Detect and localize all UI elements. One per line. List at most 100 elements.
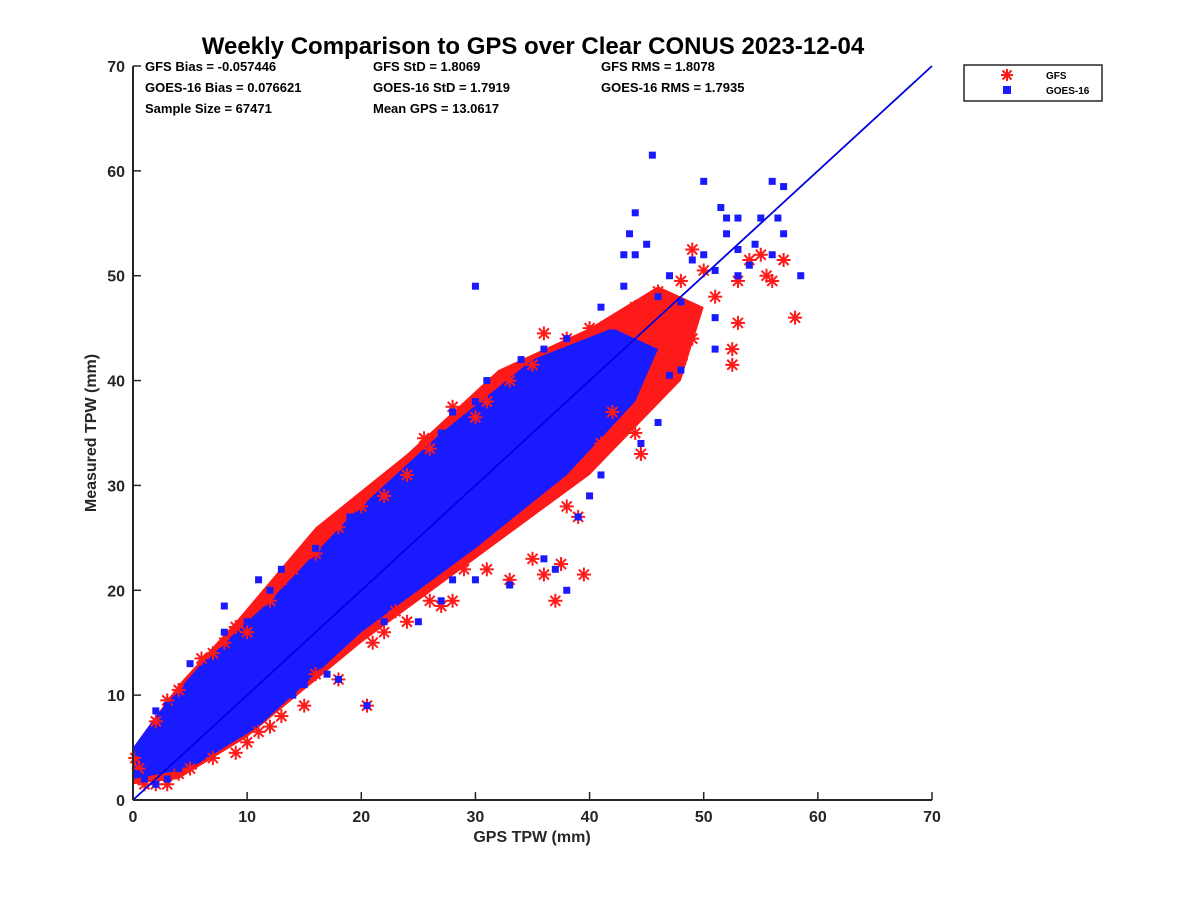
y-axis-label: Measured TPW (mm) <box>83 354 100 512</box>
stat-gfs-std: GFS StD = 1.8069 <box>373 59 480 74</box>
goes-point <box>734 272 742 280</box>
gfs-point <box>457 562 472 577</box>
goes-point <box>243 618 251 626</box>
goes-point <box>563 335 571 343</box>
gfs-point <box>274 709 289 724</box>
gfs-point <box>776 252 791 267</box>
gfs-point <box>205 646 220 661</box>
goes-point <box>631 209 639 217</box>
goes-point <box>209 744 217 752</box>
gfs-point <box>639 384 654 399</box>
goes-point <box>334 675 342 683</box>
goes-point <box>255 576 263 584</box>
gfs-point <box>673 352 688 367</box>
goes-point <box>437 597 445 605</box>
gfs-point <box>417 431 432 446</box>
goes-point <box>780 183 788 191</box>
goes-point <box>437 429 445 437</box>
gfs-point <box>148 714 163 729</box>
goes-point <box>163 775 171 783</box>
goes-point <box>369 502 377 510</box>
gfs-point <box>422 441 437 456</box>
goes-point <box>449 576 457 584</box>
gfs-point <box>285 562 300 577</box>
legend-box <box>963 64 1103 102</box>
goes-point <box>220 733 228 741</box>
goes-point <box>506 581 514 589</box>
gfs-point <box>445 593 460 608</box>
goes-point <box>677 298 685 306</box>
goes-point <box>300 681 308 689</box>
chart-title: Weekly Comparison to GPS over Clear CONU… <box>202 33 865 60</box>
gfs-point <box>593 436 608 451</box>
goes-point <box>677 366 685 374</box>
goes-point <box>768 177 776 185</box>
goes-point <box>140 775 148 783</box>
goes-point <box>163 702 171 710</box>
goes-point <box>135 749 143 757</box>
x-tick-label: 30 <box>467 809 485 826</box>
gfs-point <box>228 619 243 634</box>
gfs-point <box>708 289 723 304</box>
gfs-point <box>308 667 323 682</box>
goes-point <box>540 555 548 563</box>
gfs-point <box>730 315 745 330</box>
axis-ticks-layer: 0 10 20 30 40 50 60 70 0 10 20 30 40 50 60 70 <box>107 59 941 826</box>
legend: GFS GOES-16 <box>963 64 1103 102</box>
goes-point <box>289 691 297 699</box>
goes-point <box>626 230 634 238</box>
goes-point <box>654 293 662 301</box>
goes-point <box>186 660 194 668</box>
goes-point <box>700 177 708 185</box>
goes-point <box>334 534 342 542</box>
gfs-point <box>765 273 780 288</box>
gfs-point <box>536 567 551 582</box>
goes-point <box>540 345 548 353</box>
gfs-point <box>633 446 648 461</box>
goes-point <box>414 460 422 468</box>
goes-point <box>648 151 656 159</box>
gfs-point <box>673 273 688 288</box>
legend-goes-marker <box>1003 86 1011 94</box>
stat-gfs-rms: GFS RMS = 1.8078 <box>601 59 715 74</box>
goes-point <box>723 214 731 222</box>
gfs-point <box>217 635 232 650</box>
x-tick-label: 60 <box>809 809 827 826</box>
x-axis-label: GPS TPW (mm) <box>473 829 590 846</box>
gfs-point <box>365 635 380 650</box>
y-tick-label: 10 <box>107 688 125 705</box>
gfs-point <box>228 745 243 760</box>
gfs-point <box>605 405 620 420</box>
gfs-point <box>331 520 346 535</box>
gfs-point <box>240 735 255 750</box>
goes-point <box>392 492 400 500</box>
stat-mean-gps: Mean GPS = 13.0617 <box>373 101 499 116</box>
legend-gfs-label: GFS <box>1046 71 1067 82</box>
goes-point <box>312 544 320 552</box>
gfs-point <box>559 499 574 514</box>
gfs-point <box>605 315 620 330</box>
gfs-point <box>685 242 700 257</box>
goes-point <box>152 780 160 788</box>
density-cloud-layer <box>133 286 704 785</box>
gfs-point <box>422 593 437 608</box>
gfs-point <box>262 593 277 608</box>
y-tick-label: 60 <box>107 164 125 181</box>
gfs-point <box>274 572 289 587</box>
stat-goes-bias: GOES-16 Bias = 0.076621 <box>145 80 301 95</box>
y-tick-label: 50 <box>107 269 125 286</box>
legend-goes-label: GOES-16 <box>1046 86 1090 97</box>
goes-point <box>734 214 742 222</box>
gfs-point <box>628 426 643 440</box>
goes-point <box>266 702 274 710</box>
goes-point <box>688 256 696 264</box>
gfs-point <box>468 410 483 425</box>
x-tick-label: 70 <box>923 809 941 826</box>
legend-gfs-marker <box>1001 69 1013 81</box>
goes-point <box>363 702 371 710</box>
goes-point <box>643 356 651 364</box>
gfs-point <box>399 467 414 482</box>
goes-point <box>563 586 571 594</box>
x-tick-label: 20 <box>352 809 370 826</box>
